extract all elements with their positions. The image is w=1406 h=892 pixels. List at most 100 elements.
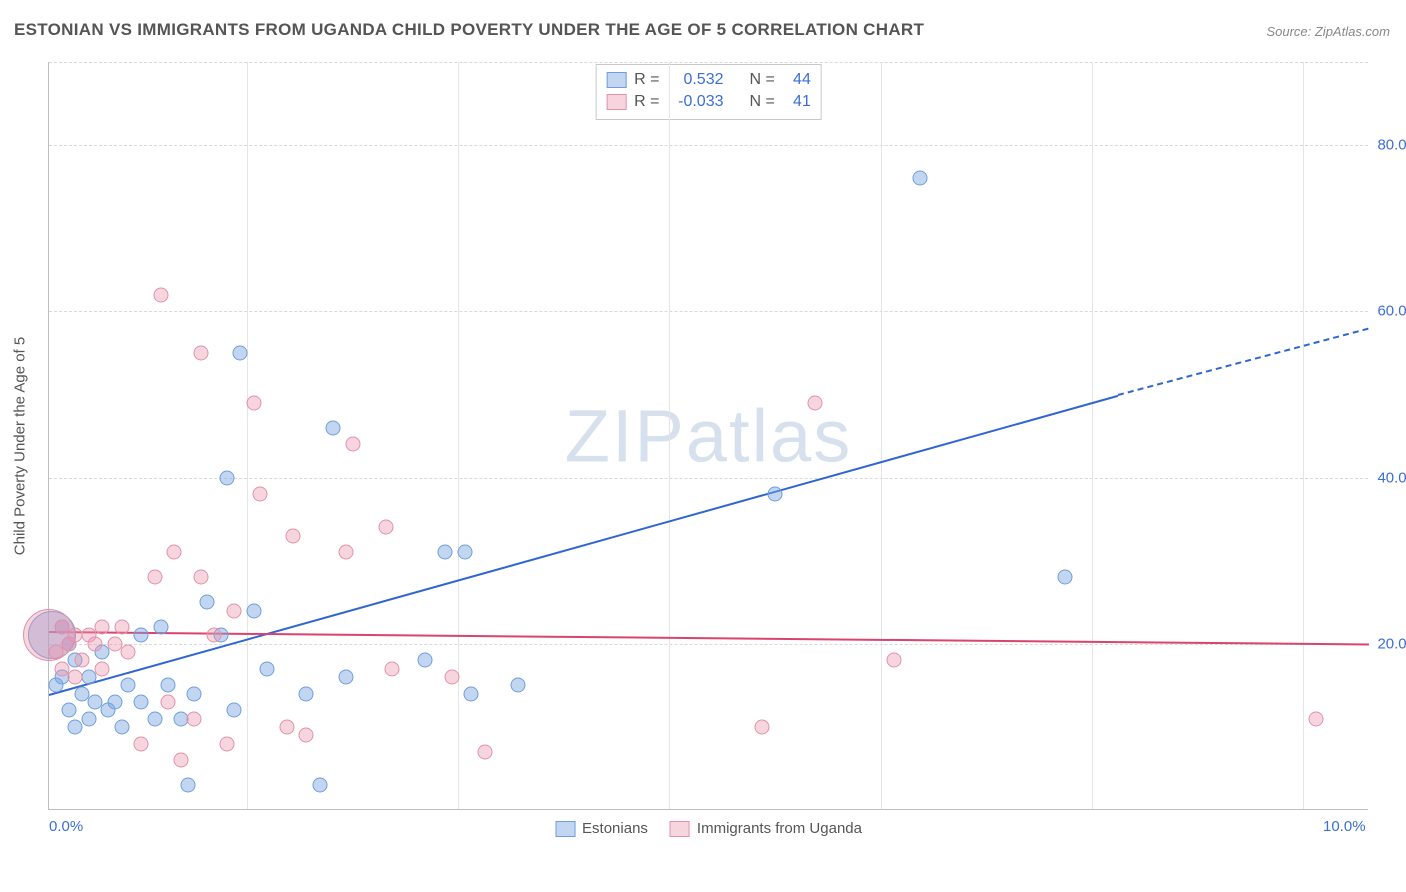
scatter-point-uganda [94,620,109,635]
legend-item-estonians: Estonians [555,820,648,837]
scatter-point-estonians [226,703,241,718]
plot-area: ZIPatlas R = 0.532 N = 44 R = -0.033 N =… [48,62,1368,810]
source-value: ZipAtlas.com [1315,24,1390,39]
scatter-point-uganda [246,395,261,410]
scatter-point-estonians [438,545,453,560]
scatter-point-estonians [68,719,83,734]
scatter-point-uganda [134,736,149,751]
scatter-point-estonians [457,545,472,560]
legend-row-estonians: R = 0.532 N = 44 [606,69,811,91]
scatter-point-estonians [299,686,314,701]
source-label: Source: [1266,24,1314,39]
gridline-vertical [1092,62,1093,809]
r-value: 0.532 [668,71,724,89]
r-label: R = [634,71,659,89]
scatter-point-uganda [477,744,492,759]
legend-label: Estonians [582,820,648,837]
legend-label: Immigrants from Uganda [697,820,862,837]
y-tick-label: 80.0% [1372,137,1406,154]
scatter-point-uganda [226,603,241,618]
scatter-point-uganda [193,345,208,360]
source-attribution: Source: ZipAtlas.com [1266,24,1390,39]
scatter-point-uganda [88,636,103,651]
scatter-point-estonians [81,670,96,685]
scatter-point-estonians [154,620,169,635]
gridline-vertical [669,62,670,809]
scatter-point-estonians [233,345,248,360]
scatter-point-estonians [81,711,96,726]
scatter-point-estonians [147,711,162,726]
y-tick-label: 60.0% [1372,303,1406,320]
chart-container: ESTONIAN VS IMMIGRANTS FROM UGANDA CHILD… [0,0,1406,892]
scatter-point-estonians [121,678,136,693]
swatch-uganda [606,94,626,110]
scatter-point-estonians [160,678,175,693]
scatter-point-estonians [134,628,149,643]
scatter-point-uganda [48,645,63,660]
scatter-point-estonians [200,595,215,610]
scatter-point-estonians [187,686,202,701]
scatter-point-estonians [1058,570,1073,585]
r-value: -0.033 [668,93,724,111]
regression-line [49,394,1119,695]
scatter-point-uganda [754,719,769,734]
y-axis-title: Child Poverty Under the Age of 5 [12,337,29,555]
scatter-point-estonians [108,694,123,709]
scatter-point-uganda [345,437,360,452]
scatter-point-estonians [114,719,129,734]
scatter-point-uganda [339,545,354,560]
scatter-point-uganda [193,570,208,585]
n-label: N = [750,93,775,111]
gridline-vertical [1303,62,1304,809]
scatter-point-estonians [134,694,149,709]
scatter-point-estonians [339,670,354,685]
scatter-point-estonians [418,653,433,668]
scatter-point-uganda [147,570,162,585]
swatch-estonians [606,72,626,88]
scatter-point-estonians [768,487,783,502]
scatter-point-uganda [154,287,169,302]
n-value: 41 [783,93,811,111]
scatter-point-uganda [94,661,109,676]
scatter-point-uganda [220,736,235,751]
correlation-legend: R = 0.532 N = 44 R = -0.033 N = 41 [595,64,822,120]
gridline-vertical [881,62,882,809]
n-value: 44 [783,71,811,89]
scatter-point-estonians [259,661,274,676]
scatter-point-uganda [207,628,222,643]
scatter-point-estonians [220,470,235,485]
scatter-point-uganda [444,670,459,685]
y-tick-label: 20.0% [1372,635,1406,652]
scatter-point-uganda [174,753,189,768]
scatter-point-estonians [61,703,76,718]
scatter-point-uganda [253,487,268,502]
scatter-point-uganda [886,653,901,668]
scatter-point-uganda [75,653,90,668]
legend-item-uganda: Immigrants from Uganda [670,820,862,837]
scatter-point-uganda [160,694,175,709]
scatter-point-uganda [167,545,182,560]
swatch-uganda [670,821,690,837]
scatter-point-uganda [378,520,393,535]
scatter-point-estonians [913,171,928,186]
scatter-point-uganda [385,661,400,676]
regression-line [1118,328,1369,396]
scatter-point-estonians [325,420,340,435]
legend-row-uganda: R = -0.033 N = 41 [606,91,811,113]
scatter-point-estonians [246,603,261,618]
scatter-point-uganda [121,645,136,660]
gridline-vertical [458,62,459,809]
scatter-point-uganda [1309,711,1324,726]
scatter-point-uganda [68,670,83,685]
x-tick-label: 10.0% [1323,818,1366,835]
scatter-point-uganda [187,711,202,726]
swatch-estonians [555,821,575,837]
series-legend: Estonians Immigrants from Uganda [555,820,862,837]
scatter-point-estonians [464,686,479,701]
x-tick-label: 0.0% [49,818,83,835]
n-label: N = [750,71,775,89]
scatter-point-estonians [180,778,195,793]
y-tick-label: 40.0% [1372,469,1406,486]
scatter-point-uganda [807,395,822,410]
r-label: R = [634,93,659,111]
